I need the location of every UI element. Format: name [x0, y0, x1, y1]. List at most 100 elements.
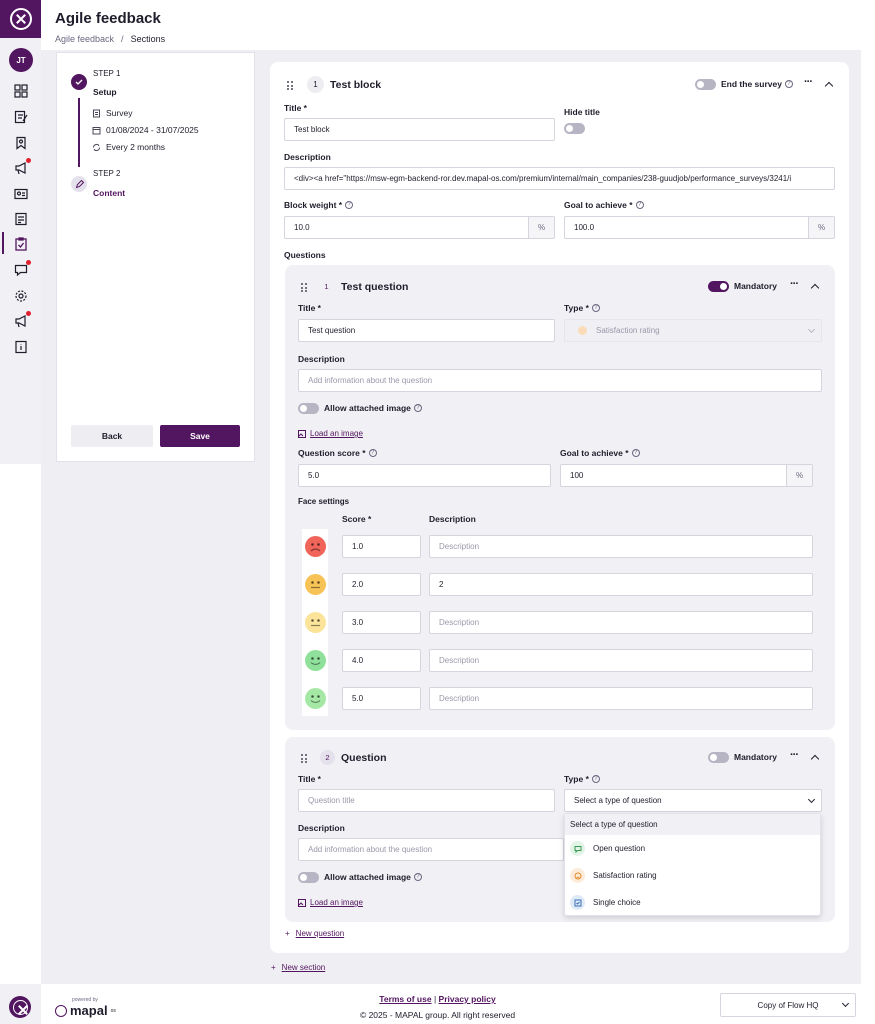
question-type-select[interactable]: Select a type of question	[564, 789, 822, 812]
question-description-input[interactable]: Add information about the question	[298, 838, 564, 861]
allow-image-toggle[interactable]	[298, 403, 319, 414]
bookmark-icon[interactable]	[12, 134, 29, 151]
help-icon[interactable]: ?	[635, 201, 644, 209]
option-open-question[interactable]: Open question	[565, 835, 820, 862]
goal-input[interactable]: 100%	[560, 464, 813, 487]
notification-badge	[26, 158, 31, 163]
terms-link[interactable]: Terms of use	[379, 994, 432, 1004]
block-description-input[interactable]: <div><a href="https://msw-egm-backend-ro…	[284, 167, 835, 190]
goal-label: Goal to achieve *?	[560, 448, 640, 458]
user-avatar[interactable]: JT	[9, 48, 33, 72]
block-number: 1	[307, 76, 324, 93]
edit-icon[interactable]	[12, 108, 29, 125]
notification-badge	[26, 260, 31, 265]
drag-handle-icon[interactable]	[301, 754, 308, 763]
hide-title-toggle[interactable]	[564, 123, 585, 134]
help-icon[interactable]: ?	[413, 404, 422, 412]
end-survey-toggle[interactable]	[695, 79, 716, 90]
privacy-link[interactable]: Privacy policy	[438, 994, 496, 1004]
site-selector-value: Copy of Flow HQ	[757, 1000, 819, 1010]
score-column-header: Score *	[342, 514, 372, 524]
document-icon[interactable]	[12, 210, 29, 227]
logo-icon	[12, 999, 28, 1015]
step-connector	[78, 98, 80, 167]
block-weight-value: 10.0	[294, 223, 310, 232]
mandatory-toggle[interactable]	[708, 752, 729, 763]
option-satisfaction-rating[interactable]: Satisfaction rating	[565, 862, 820, 889]
site-selector[interactable]: Copy of Flow HQ	[720, 993, 856, 1017]
face-description-input[interactable]: Description	[429, 649, 813, 672]
load-image-link[interactable]: Load an image	[298, 429, 363, 438]
option-single-choice[interactable]: Single choice	[565, 889, 820, 916]
more-options-icon[interactable]: ···	[804, 76, 813, 88]
drag-handle-icon[interactable]	[301, 283, 308, 292]
face-icon	[305, 650, 326, 671]
question-title-input[interactable]: Question title	[298, 789, 555, 812]
more-options-icon[interactable]: ···	[790, 278, 799, 290]
help-icon[interactable]: ?	[413, 873, 422, 881]
option-label: Single choice	[593, 898, 641, 907]
load-image-link[interactable]: Load an image	[298, 898, 363, 907]
dashboard-icon[interactable]	[12, 82, 29, 99]
powered-by-text: powered by	[72, 997, 98, 1003]
megaphone-icon[interactable]	[12, 158, 31, 176]
face-description-input[interactable]: Description	[429, 535, 813, 558]
question-title-input[interactable]: Test question	[298, 319, 555, 342]
settings-icon[interactable]	[12, 287, 29, 304]
face-icon	[305, 536, 326, 557]
help-icon[interactable]: ?	[591, 304, 600, 312]
repeat-icon	[92, 143, 101, 151]
block-title-input[interactable]: Test block	[284, 118, 555, 141]
checkbox-icon	[570, 895, 585, 910]
breadcrumb-link[interactable]: Agile feedback	[55, 34, 115, 44]
allow-image-label: Allow attached image?	[324, 872, 422, 882]
goal-input[interactable]: 100.0%	[564, 216, 835, 239]
allow-image-toggle[interactable]	[298, 872, 319, 883]
question-type-value: Satisfaction rating	[596, 326, 660, 335]
face-score-input[interactable]: 2.0	[342, 573, 421, 596]
survey-icon[interactable]	[12, 235, 29, 252]
new-question-button[interactable]: + New question	[285, 929, 344, 938]
app-logo[interactable]	[0, 0, 41, 38]
step-name[interactable]: Content	[93, 188, 126, 198]
step-name[interactable]: Setup	[93, 87, 117, 97]
help-icon[interactable]: ?	[784, 80, 793, 88]
face-description-input[interactable]: 2	[429, 573, 813, 596]
block-weight-label: Block weight *?	[284, 200, 354, 210]
more-options-icon[interactable]: ···	[790, 749, 799, 761]
id-card-icon[interactable]	[12, 185, 29, 202]
app-switcher-icon[interactable]	[9, 996, 31, 1018]
copyright: © 2025 - MAPAL group. All right reserved	[359, 1010, 516, 1020]
face-score-input[interactable]: 4.0	[342, 649, 421, 672]
drag-handle-icon[interactable]	[287, 81, 294, 90]
mandatory-label: Mandatory	[734, 281, 777, 291]
help-icon[interactable]: ?	[591, 775, 600, 783]
face-description-input[interactable]: Description	[429, 611, 813, 634]
face-description-input[interactable]: Description	[429, 687, 813, 710]
question-number: 2	[320, 750, 335, 765]
new-section-button[interactable]: + New section	[271, 963, 325, 972]
chat-icon[interactable]	[12, 260, 31, 278]
face-score-input[interactable]: 1.0	[342, 535, 421, 558]
help-icon[interactable]: ?	[368, 449, 377, 457]
plus-icon: +	[271, 963, 276, 972]
save-button[interactable]: Save	[160, 425, 240, 447]
back-button[interactable]: Back	[71, 425, 153, 447]
block-weight-input[interactable]: 10.0%	[284, 216, 555, 239]
question-description-input[interactable]: Add information about the question	[298, 369, 822, 392]
steps-panel	[56, 52, 255, 462]
face-icon	[305, 612, 326, 633]
breadcrumb-separator: /	[121, 34, 124, 44]
help-icon[interactable]: ?	[631, 449, 640, 457]
face-score-input[interactable]: 3.0	[342, 611, 421, 634]
info-icon[interactable]	[12, 338, 29, 355]
question-title: Test question	[341, 281, 409, 293]
chat-bubble-icon	[570, 841, 585, 856]
question-score-input[interactable]: 5.0	[298, 464, 551, 487]
mandatory-toggle[interactable]	[708, 281, 729, 292]
megaphone-icon[interactable]	[12, 311, 31, 329]
face-score-input[interactable]: 5.0	[342, 687, 421, 710]
survey-icon	[93, 109, 100, 117]
help-icon[interactable]: ?	[345, 201, 354, 209]
type-label: Type *?	[564, 774, 600, 784]
